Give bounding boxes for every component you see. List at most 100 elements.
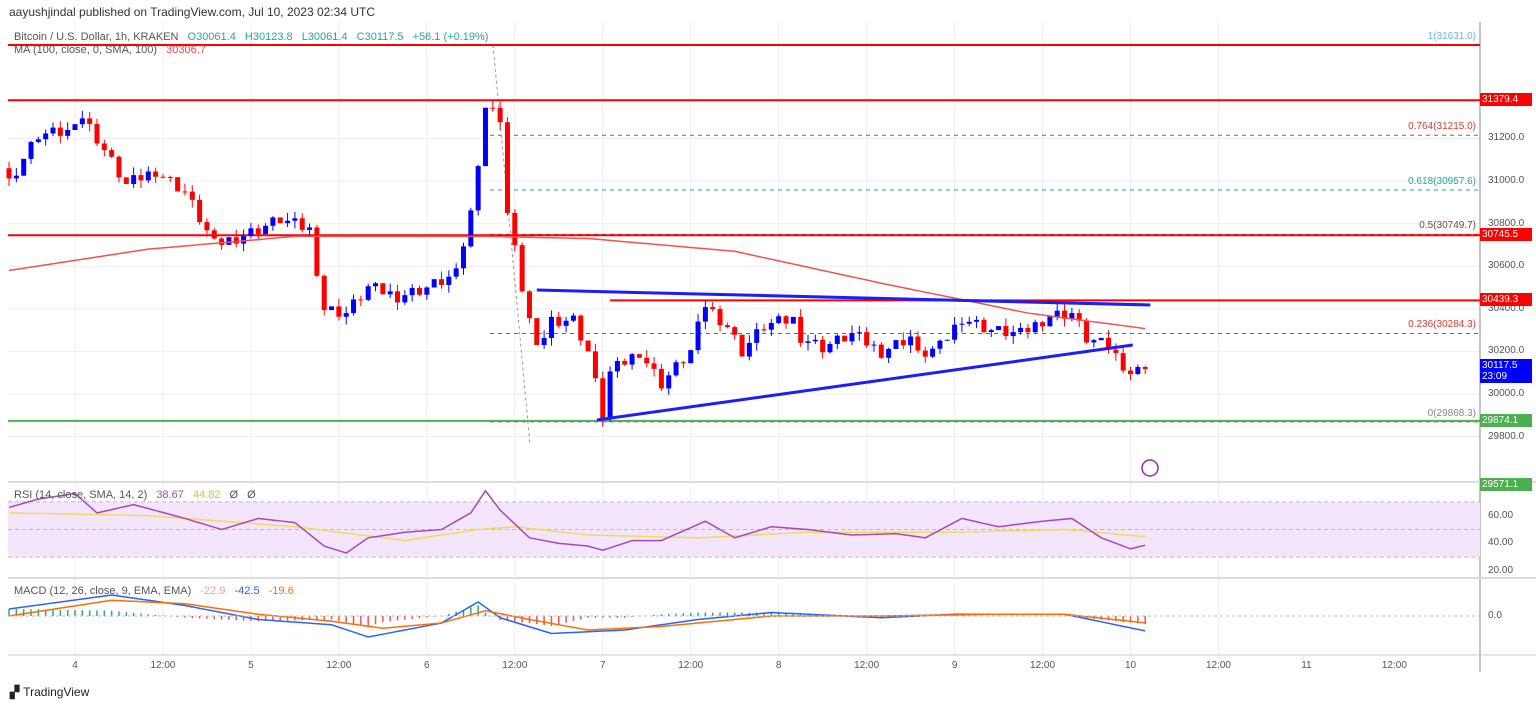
candle-bullish bbox=[453, 268, 459, 277]
price-level-badge: 30745.5 bbox=[1480, 228, 1532, 242]
candle-bullish bbox=[365, 286, 371, 300]
time-axis-label: 9 bbox=[951, 660, 958, 671]
candle-bullish bbox=[570, 315, 576, 321]
candle-bearish bbox=[321, 275, 327, 311]
price-axis-label: 30400.0 bbox=[1488, 302, 1525, 314]
price-axis-label: 31000.0 bbox=[1488, 175, 1525, 186]
macd-signal-line bbox=[8, 599, 1146, 631]
candle-bullish bbox=[446, 276, 452, 285]
candle-bullish bbox=[908, 336, 914, 346]
ma-label: MA (100, close, 0, SMA, 100) bbox=[14, 44, 158, 56]
candle-bullish bbox=[944, 339, 950, 341]
candle-bullish bbox=[966, 321, 972, 324]
candle-bullish bbox=[409, 287, 415, 296]
ma-legend: MA (100, close, 0, SMA, 100) 30306.7 bbox=[14, 44, 212, 56]
candle-bearish bbox=[1142, 367, 1148, 369]
candle-bullish bbox=[263, 225, 269, 235]
candle-bullish bbox=[475, 166, 481, 211]
candle-bullish bbox=[849, 333, 855, 342]
candle-bullish bbox=[1069, 313, 1075, 319]
candle-bullish bbox=[329, 306, 335, 311]
candle-bullish bbox=[351, 299, 357, 314]
macd-hist-value: -22.9 bbox=[200, 585, 226, 597]
candle-bearish bbox=[395, 291, 401, 303]
rsi-extra-1: Ø bbox=[229, 489, 239, 501]
candle-bearish bbox=[600, 378, 606, 420]
candle-bullish bbox=[79, 118, 85, 125]
candle-bearish bbox=[167, 176, 173, 178]
fib-level-label: 0.764(31215.0) bbox=[1408, 121, 1476, 133]
price-level-badge: 29874.1 bbox=[1480, 413, 1532, 427]
price-axis-label: 30200.0 bbox=[1488, 345, 1525, 357]
rsi-axis-label: 40.00 bbox=[1488, 537, 1514, 549]
time-axis-label: 6 bbox=[424, 660, 430, 671]
candle-bearish bbox=[732, 327, 738, 335]
candle-bullish bbox=[893, 340, 899, 349]
candle-bullish bbox=[343, 313, 349, 317]
candle-bearish bbox=[255, 228, 261, 235]
candle-bearish bbox=[490, 107, 496, 109]
candle-bullish bbox=[563, 320, 569, 326]
brand-name: TradingView bbox=[23, 685, 90, 699]
candle-bullish bbox=[959, 323, 965, 325]
candle-bearish bbox=[6, 168, 12, 179]
last-price-badge: 30117.5 23:09 bbox=[1480, 358, 1532, 383]
candle-bearish bbox=[864, 332, 870, 346]
close-value: C30117.5 bbox=[356, 31, 404, 43]
candle-bullish bbox=[930, 348, 936, 357]
candle-bearish bbox=[219, 238, 225, 245]
candle-bearish bbox=[204, 222, 210, 231]
candle-bullish bbox=[790, 316, 796, 324]
candle-bullish bbox=[292, 218, 298, 221]
candle-bullish bbox=[834, 335, 840, 344]
price-level-badge: 31379.4 bbox=[1480, 93, 1532, 107]
candle-bearish bbox=[504, 122, 510, 213]
candle-bullish bbox=[673, 362, 679, 376]
lower-trendline bbox=[596, 343, 1133, 422]
time-axis-label: 7 bbox=[599, 660, 606, 671]
last-price: 30117.5 bbox=[1482, 359, 1518, 371]
candle-bullish bbox=[996, 326, 1002, 331]
candle-bearish bbox=[197, 199, 203, 223]
rsi-extra-2: Ø bbox=[247, 489, 256, 501]
candle-bullish bbox=[1135, 367, 1141, 374]
price-level-badge: 30439.3 bbox=[1480, 293, 1532, 307]
open-value: O30061.4 bbox=[187, 31, 236, 43]
macd-label: MACD (12, 26, close, 9, EMA, EMA) bbox=[14, 585, 192, 597]
time-axis-label: 12:00 bbox=[502, 660, 528, 671]
candle-bearish bbox=[336, 306, 342, 317]
candle-bearish bbox=[380, 283, 386, 295]
candle-bullish bbox=[35, 139, 41, 143]
candle-bearish bbox=[739, 334, 745, 357]
time-axis-label: 12:00 bbox=[1381, 660, 1407, 671]
candle-bullish bbox=[666, 375, 672, 389]
high-value: H30123.8 bbox=[244, 31, 293, 43]
candle-bearish bbox=[915, 336, 921, 351]
candle-bearish bbox=[439, 279, 444, 285]
candle-bullish bbox=[768, 322, 774, 330]
rsi-axis-label: 60.00 bbox=[1488, 509, 1514, 521]
candle-bearish bbox=[57, 127, 63, 136]
candle-bullish bbox=[131, 175, 137, 184]
candle-bearish bbox=[981, 319, 987, 333]
candle-bearish bbox=[798, 316, 804, 343]
fib-diagonal bbox=[492, 44, 531, 446]
tradingview-footer[interactable]: ▞ TradingView bbox=[10, 685, 89, 699]
candle-bullish bbox=[424, 287, 430, 295]
publish-info: aayushjindal published on TradingView.co… bbox=[9, 5, 376, 19]
change-value: +56.1 (+0.19%) bbox=[412, 31, 489, 43]
ma-value: 30306.7 bbox=[166, 44, 206, 56]
candle-bullish bbox=[21, 158, 27, 176]
macd-axis-label: 0.0 bbox=[1488, 610, 1502, 621]
candle-bearish bbox=[417, 287, 423, 295]
candle-bearish bbox=[526, 291, 532, 319]
time-axis-label: 12:00 bbox=[150, 660, 176, 671]
candle-bearish bbox=[1076, 313, 1082, 321]
alert-lightning-icon bbox=[1141, 459, 1159, 477]
candle-bullish bbox=[856, 332, 862, 334]
candle-bullish bbox=[468, 210, 474, 247]
price-axis-label: 30000.0 bbox=[1488, 388, 1525, 399]
candle-bearish bbox=[1113, 349, 1119, 354]
tradingview-logo-icon: ▞ bbox=[10, 685, 20, 699]
